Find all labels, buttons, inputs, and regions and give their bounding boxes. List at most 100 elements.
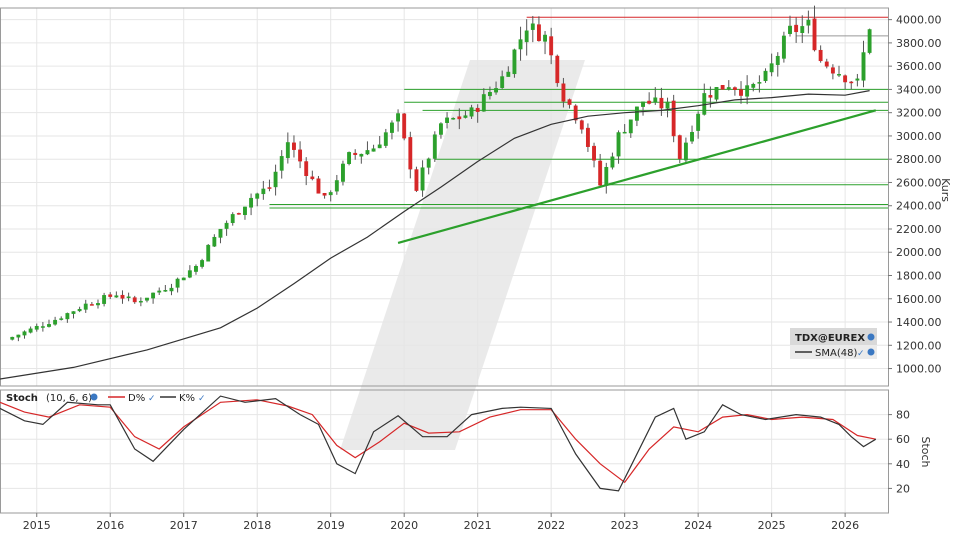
candle-body xyxy=(328,192,333,196)
candle xyxy=(224,220,229,236)
candle-body xyxy=(671,100,676,137)
candle xyxy=(781,31,786,63)
candle xyxy=(647,92,652,105)
candle-body xyxy=(181,277,186,281)
osc-tick-label: 80 xyxy=(896,409,910,422)
candle xyxy=(696,111,701,139)
x-tick-label: 2025 xyxy=(758,519,786,532)
candle-body xyxy=(628,119,633,134)
candle xyxy=(96,299,100,309)
candle-body xyxy=(843,75,848,83)
candle-body xyxy=(71,311,76,314)
price-tick-label: 1000.00 xyxy=(896,363,942,376)
osc-legend[interactable]: Stoch (10, 6, 6) D% ✓ K% ✓ xyxy=(6,393,206,404)
candle xyxy=(481,88,486,112)
settings-icon[interactable] xyxy=(867,333,875,341)
candle-body xyxy=(714,87,719,100)
candle-body xyxy=(861,52,866,81)
candle xyxy=(71,311,76,319)
price-tick-label: 2200.00 xyxy=(896,223,942,236)
candle xyxy=(598,153,603,188)
legend-d-label: D% xyxy=(128,393,145,404)
candle-body xyxy=(818,49,823,62)
checkmark-icon[interactable]: ✓ xyxy=(148,394,156,404)
candle xyxy=(114,291,119,298)
price-legend[interactable]: TDX@EUREX SMA(48) ✓ xyxy=(790,328,877,359)
candle xyxy=(463,110,468,119)
candle xyxy=(555,54,560,87)
candle xyxy=(843,74,848,90)
candle-body xyxy=(726,87,731,90)
candle-body xyxy=(604,166,609,186)
settings-icon[interactable] xyxy=(90,393,98,401)
candle-body xyxy=(120,294,125,299)
candle-body xyxy=(610,156,615,168)
price-tick-label: 1600.00 xyxy=(896,293,942,306)
candle-body xyxy=(108,294,113,297)
candle xyxy=(383,128,388,149)
candle-body xyxy=(53,319,58,325)
candle xyxy=(181,277,186,281)
x-tick-label: 2016 xyxy=(96,519,124,532)
x-tick-label: 2017 xyxy=(170,519,198,532)
candle-body xyxy=(665,101,670,109)
candle-body xyxy=(445,117,449,123)
candle-body xyxy=(34,325,39,330)
candle xyxy=(426,157,431,175)
candle xyxy=(279,150,284,179)
candle-body xyxy=(585,127,590,147)
candle xyxy=(824,58,829,69)
x-tick-label: 2020 xyxy=(390,519,418,532)
candle-body xyxy=(524,30,529,43)
candle xyxy=(763,68,768,83)
candle-body xyxy=(500,76,505,88)
candle-body xyxy=(616,132,621,157)
candle-body xyxy=(543,34,547,42)
candle xyxy=(849,80,854,90)
candle-body xyxy=(867,29,872,53)
candle-body xyxy=(855,78,860,81)
candle xyxy=(671,94,676,143)
candle-body xyxy=(475,107,480,112)
candle xyxy=(10,336,15,341)
candle xyxy=(194,264,198,275)
candle xyxy=(53,316,58,326)
candle-body xyxy=(690,132,694,142)
watermark-logo xyxy=(340,60,585,450)
candle-body xyxy=(187,270,192,278)
candle-body xyxy=(481,94,486,112)
candle xyxy=(653,87,658,105)
checkmark-icon[interactable]: ✓ xyxy=(198,394,206,404)
osc-title: Stoch xyxy=(6,393,38,404)
candle-body xyxy=(763,70,768,82)
candle xyxy=(230,212,235,226)
candle xyxy=(292,135,296,158)
candle xyxy=(806,10,811,34)
candle-body xyxy=(555,55,560,84)
candle xyxy=(641,101,645,116)
candle-body xyxy=(408,137,413,170)
candle-body xyxy=(751,83,756,88)
checkmark-icon[interactable]: ✓ xyxy=(857,349,865,359)
candle-body xyxy=(622,131,627,134)
candle-body xyxy=(298,149,303,162)
candle-body xyxy=(487,92,492,97)
candle-body xyxy=(800,26,805,33)
candle-body xyxy=(469,107,474,117)
candle-body xyxy=(708,95,713,98)
candle-body xyxy=(83,303,88,310)
candle-body xyxy=(647,100,652,104)
candle-body xyxy=(163,290,168,292)
candle xyxy=(549,27,554,65)
candle xyxy=(34,323,39,332)
candle-body xyxy=(359,153,364,157)
candle xyxy=(659,87,664,116)
candle xyxy=(40,321,45,332)
candle xyxy=(683,137,688,163)
settings-icon[interactable] xyxy=(867,348,875,356)
candle-body xyxy=(769,63,774,73)
candle-body xyxy=(683,142,688,161)
price-tick-label: 2600.00 xyxy=(896,176,942,189)
candle xyxy=(249,193,254,216)
